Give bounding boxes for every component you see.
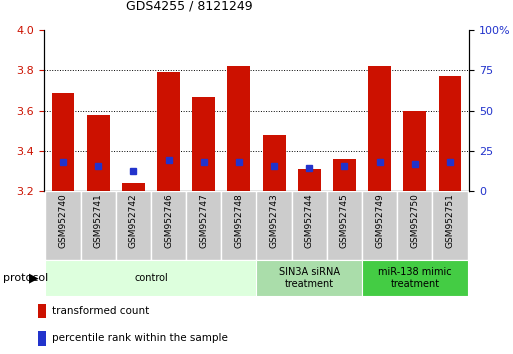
Text: GSM952748: GSM952748 bbox=[234, 193, 243, 248]
Bar bbox=[256, 191, 292, 260]
Bar bbox=[81, 191, 116, 260]
Bar bbox=[227, 66, 250, 191]
Bar bbox=[87, 115, 110, 191]
Text: ▶: ▶ bbox=[29, 272, 38, 284]
Bar bbox=[192, 97, 215, 191]
Text: SIN3A siRNA
treatment: SIN3A siRNA treatment bbox=[279, 267, 340, 289]
Bar bbox=[327, 191, 362, 260]
Bar bbox=[439, 76, 462, 191]
Text: GSM952742: GSM952742 bbox=[129, 193, 138, 248]
Bar bbox=[263, 135, 286, 191]
Bar bbox=[51, 92, 74, 191]
Text: GSM952743: GSM952743 bbox=[270, 193, 279, 248]
Bar bbox=[186, 191, 221, 260]
Text: GDS4255 / 8121249: GDS4255 / 8121249 bbox=[127, 0, 253, 12]
Bar bbox=[157, 72, 180, 191]
Text: GSM952749: GSM952749 bbox=[375, 193, 384, 248]
Text: transformed count: transformed count bbox=[52, 306, 149, 316]
Text: miR-138 mimic
treatment: miR-138 mimic treatment bbox=[378, 267, 451, 289]
Text: percentile rank within the sample: percentile rank within the sample bbox=[52, 333, 228, 343]
Bar bbox=[116, 191, 151, 260]
Bar bbox=[362, 260, 468, 296]
Text: GSM952741: GSM952741 bbox=[94, 193, 103, 248]
Bar bbox=[151, 191, 186, 260]
Text: GSM952746: GSM952746 bbox=[164, 193, 173, 248]
Text: protocol: protocol bbox=[3, 273, 48, 283]
Bar bbox=[368, 66, 391, 191]
Bar bbox=[38, 304, 46, 318]
Bar bbox=[38, 331, 46, 346]
Bar bbox=[362, 191, 397, 260]
Text: GSM952751: GSM952751 bbox=[446, 193, 455, 248]
Bar bbox=[333, 159, 356, 191]
Bar bbox=[122, 183, 145, 191]
Bar bbox=[221, 191, 256, 260]
Text: GSM952745: GSM952745 bbox=[340, 193, 349, 248]
Bar bbox=[397, 191, 432, 260]
Text: GSM952740: GSM952740 bbox=[58, 193, 67, 248]
Text: control: control bbox=[134, 273, 168, 283]
Text: GSM952747: GSM952747 bbox=[199, 193, 208, 248]
Bar bbox=[292, 191, 327, 260]
Bar bbox=[45, 260, 256, 296]
Text: GSM952744: GSM952744 bbox=[305, 193, 314, 248]
Bar bbox=[432, 191, 468, 260]
Bar bbox=[45, 191, 81, 260]
Bar bbox=[256, 260, 362, 296]
Bar bbox=[298, 169, 321, 191]
Text: GSM952750: GSM952750 bbox=[410, 193, 419, 248]
Bar bbox=[403, 110, 426, 191]
